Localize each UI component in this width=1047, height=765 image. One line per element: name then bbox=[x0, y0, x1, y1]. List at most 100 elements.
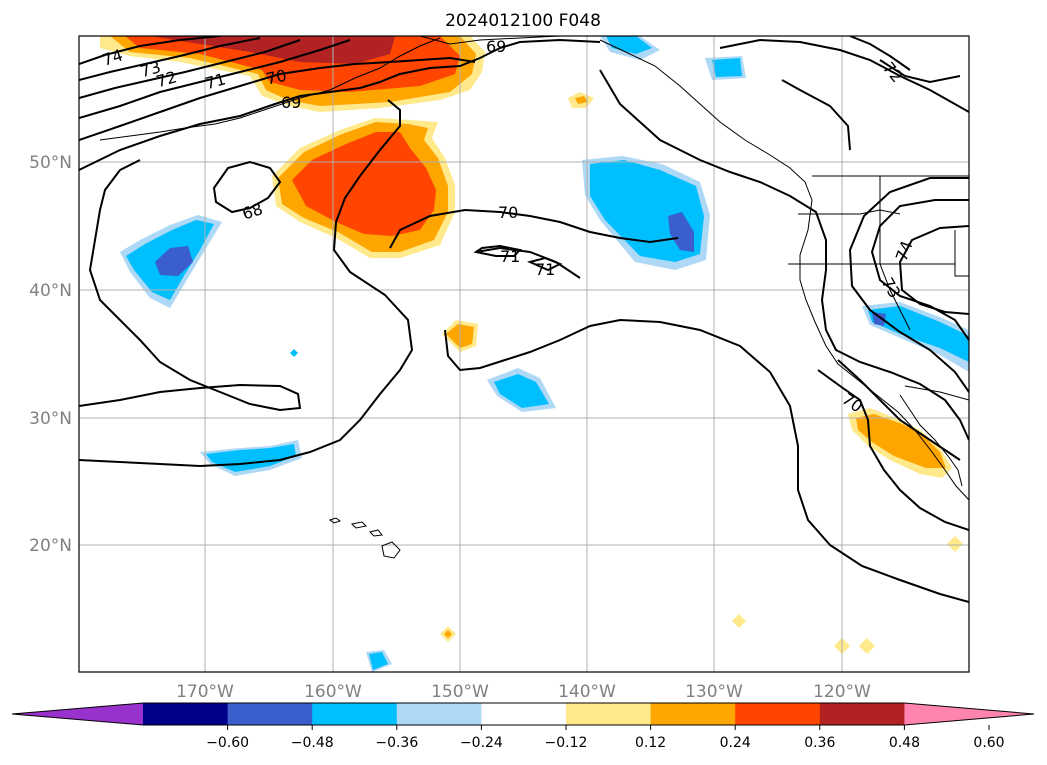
colorbar-segment bbox=[819, 703, 905, 725]
coast-baja bbox=[899, 394, 963, 487]
contour-70-east bbox=[837, 359, 961, 461]
lat-tick-50n: 50°N bbox=[29, 153, 72, 173]
lat-tick-20n: 20°N bbox=[29, 536, 72, 556]
contour-label-71-mid-a: 71 bbox=[500, 247, 520, 266]
contour-74-east bbox=[898, 225, 969, 315]
colorbar-segment bbox=[143, 703, 229, 725]
contours bbox=[79, 36, 969, 603]
contour-73-nw bbox=[79, 37, 261, 81]
contour-68-loop bbox=[212, 160, 282, 214]
contour-large-west bbox=[79, 159, 302, 412]
figure-title: 2024012100 F048 bbox=[445, 11, 601, 31]
lon-tick-170w: 170°W bbox=[176, 682, 234, 702]
coast-alaska-peninsula bbox=[99, 37, 441, 141]
colorbar-segment bbox=[566, 703, 652, 725]
contour-label-69-west: 69 bbox=[281, 93, 301, 112]
lon-tick-120w: 120°W bbox=[813, 682, 871, 702]
lat-tick-30n: 30°N bbox=[29, 409, 72, 429]
colorbar-segment bbox=[650, 703, 736, 725]
colorbar-tick-label: −0.12 bbox=[545, 735, 588, 751]
warm-area-spot-d bbox=[859, 638, 875, 654]
lat-tick-labels: 50°N 40°N 30°N 20°N bbox=[29, 153, 72, 556]
blue-area-south-spot-core bbox=[369, 652, 388, 670]
contour-coast-east bbox=[817, 369, 969, 531]
contour-72-ne-long bbox=[719, 38, 969, 113]
contour-label-69-north: 69 bbox=[486, 37, 506, 56]
border-state-east bbox=[954, 230, 969, 277]
contour-70-mid bbox=[389, 208, 679, 249]
border-nevada bbox=[879, 176, 911, 331]
shading-negative bbox=[120, 36, 969, 672]
colorbar-tick-label: 0.60 bbox=[973, 735, 1004, 751]
contour-71-blob2 bbox=[527, 256, 563, 272]
warm-area-spot-a-core bbox=[444, 630, 452, 638]
lon-tick-150w: 150°W bbox=[431, 682, 489, 702]
colorbar-tick-label: 0.36 bbox=[804, 735, 835, 751]
warm-area-bc-spot-core bbox=[575, 96, 588, 104]
lon-tick-160w: 160°W bbox=[304, 682, 362, 702]
blue-area-california-inner bbox=[872, 312, 886, 326]
contour-label-71-nw: 71 bbox=[203, 69, 228, 93]
island-hawaii-1 bbox=[328, 517, 342, 524]
contour-72-ne bbox=[879, 59, 961, 84]
contour-70-nw bbox=[79, 56, 476, 141]
colorbar: −0.60 −0.48 −0.36 −0.24 −0.12 0.12 0.24 0.36 0.4… bbox=[11, 702, 1035, 751]
contour-label-71-mid-b: 71 bbox=[535, 260, 555, 279]
contour-72-nw bbox=[79, 39, 301, 99]
blue-area-alaska-core bbox=[606, 36, 652, 54]
colorbar-extend-low bbox=[12, 703, 143, 725]
island-hawaii-3 bbox=[369, 529, 383, 537]
map-content: 74 73 72 71 70 69 69 68 70 71 71 72 74 7… bbox=[79, 36, 969, 672]
lon-tick-labels: 170°W 160°W 150°W 140°W 130°W 120°W bbox=[176, 682, 871, 702]
colorbar-segment bbox=[396, 703, 482, 725]
island-hawaii-2 bbox=[350, 521, 368, 529]
contour-label-73-nw: 73 bbox=[138, 57, 163, 81]
island-hawaii-big bbox=[381, 541, 401, 559]
contour-east-outer bbox=[848, 177, 969, 393]
colorbar-tick-label: −0.36 bbox=[375, 735, 418, 751]
colorbar-tick-label: 0.12 bbox=[635, 735, 666, 751]
border-oregon-washington bbox=[798, 209, 901, 215]
shading-positive bbox=[100, 36, 963, 654]
colorbar-tick-label: 0.48 bbox=[889, 735, 920, 751]
contour-71-blob bbox=[473, 244, 523, 257]
contour-71-mid bbox=[475, 246, 581, 279]
contour-label-70-nw: 70 bbox=[264, 66, 288, 89]
colorbar-tick-label: −0.24 bbox=[460, 735, 503, 751]
contour-69-north bbox=[79, 38, 601, 171]
colorbar-tick-label: 0.24 bbox=[720, 735, 751, 751]
colorbar-segment bbox=[312, 703, 398, 725]
contour-subtropic bbox=[444, 318, 969, 603]
warm-area-midlat-red bbox=[292, 132, 436, 236]
colorbar-segment bbox=[735, 703, 821, 725]
blue-area-california-core bbox=[868, 306, 969, 362]
contour-east-large bbox=[599, 69, 969, 441]
colorbar-extend-high bbox=[904, 703, 1034, 725]
contour-ne-ring bbox=[781, 79, 851, 151]
contour-73-east bbox=[870, 199, 969, 341]
blue-area-tiny-spot bbox=[290, 349, 298, 357]
warm-area-spot-b bbox=[732, 614, 746, 628]
colorbar-outline bbox=[11, 702, 1035, 726]
blue-area-central-pacific-inner bbox=[155, 246, 193, 276]
lon-tick-130w: 130°W bbox=[685, 682, 743, 702]
border-us-mexico bbox=[904, 385, 969, 401]
warm-area-spot-e bbox=[947, 536, 963, 552]
colorbar-segment bbox=[481, 703, 567, 725]
lon-tick-140w: 140°W bbox=[558, 682, 616, 702]
warm-area-baja-core bbox=[856, 414, 946, 468]
contour-71-nw bbox=[79, 39, 351, 119]
contour-bc-arc bbox=[849, 36, 911, 71]
colorbar-segment bbox=[227, 703, 313, 725]
contour-label-70-mid: 70 bbox=[498, 203, 518, 222]
lat-tick-40n: 40°N bbox=[29, 281, 72, 301]
map-frame bbox=[78, 35, 970, 673]
blue-area-subtropical-core bbox=[494, 374, 549, 408]
coast-alaska-south bbox=[419, 36, 561, 45]
contour-74-nw bbox=[79, 36, 221, 65]
contour-central bbox=[79, 99, 414, 468]
blue-area-bc-core bbox=[712, 58, 742, 77]
colorbar-tick-label: −0.48 bbox=[291, 735, 334, 751]
blue-area-gulf-alaska-inner bbox=[668, 212, 694, 252]
